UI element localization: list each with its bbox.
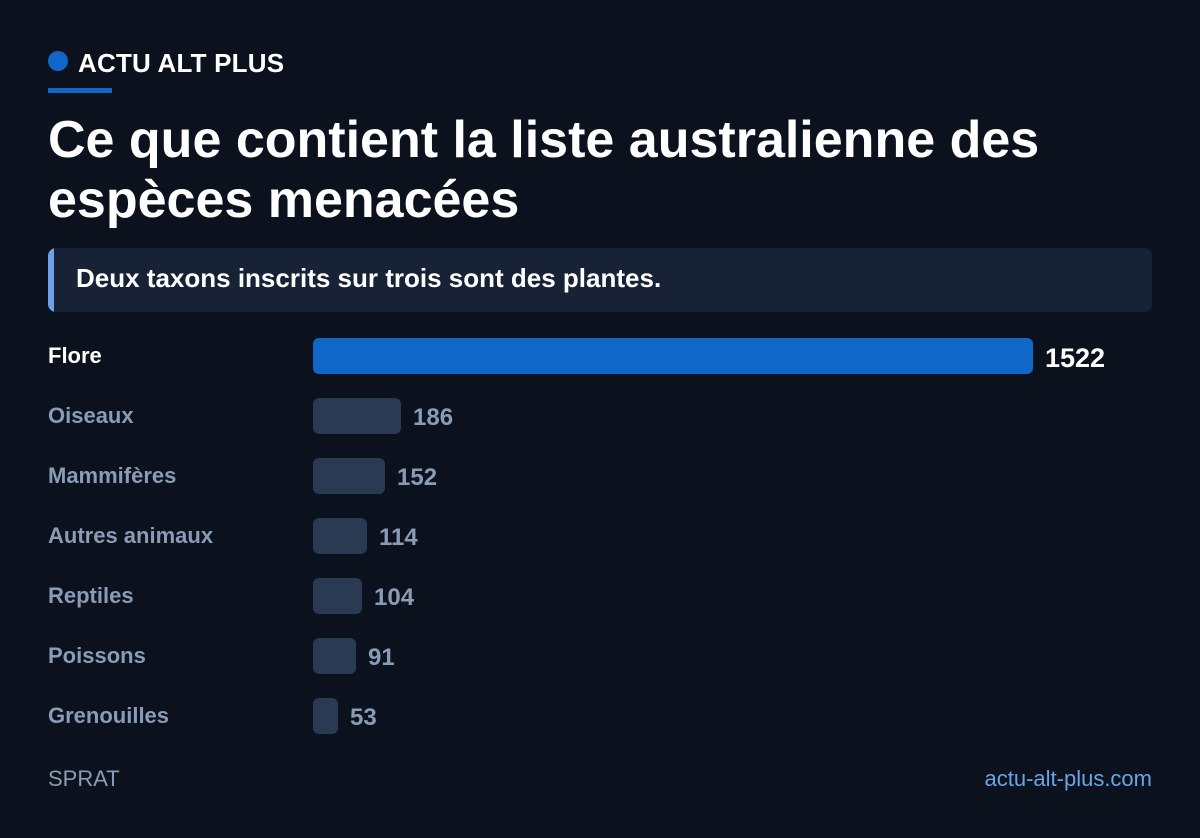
- bar: [313, 338, 1033, 374]
- brand-name: ACTU ALT PLUS: [78, 47, 285, 78]
- value-label: 91: [368, 644, 395, 671]
- category-label: Poissons: [48, 643, 146, 668]
- chart-subtitle: Deux taxons inscrits sur trois sont des …: [76, 263, 662, 293]
- bar: [313, 398, 401, 434]
- bar: [313, 518, 367, 554]
- footer-source: SPRAT: [48, 766, 120, 791]
- value-label: 104: [374, 584, 415, 611]
- value-label: 1522: [1045, 343, 1106, 373]
- category-label: Mammifères: [48, 463, 177, 488]
- bar: [313, 578, 362, 614]
- chart-title: Ce que contient la liste australienne de…: [48, 111, 1040, 229]
- bar: [313, 698, 338, 734]
- category-label: Flore: [48, 343, 102, 368]
- category-label: Grenouilles: [48, 703, 170, 728]
- footer-site-link[interactable]: actu-alt-plus.com: [984, 766, 1152, 791]
- value-label: 152: [397, 464, 438, 491]
- brand-underline: [48, 88, 112, 93]
- value-label: 186: [413, 404, 454, 431]
- subtitle-accent-bar: [48, 248, 54, 312]
- subtitle-callout: Deux taxons inscrits sur trois sont des …: [48, 248, 1152, 312]
- brand: ACTU ALT PLUS: [48, 46, 284, 80]
- category-label: Reptiles: [48, 583, 134, 608]
- brand-dot-icon: [48, 51, 68, 71]
- bar: [313, 458, 385, 494]
- category-label: Autres animaux: [48, 523, 214, 548]
- value-label: 53: [350, 704, 377, 731]
- category-label: Oiseaux: [48, 403, 134, 428]
- bar: [313, 638, 356, 674]
- value-label: 114: [379, 524, 418, 551]
